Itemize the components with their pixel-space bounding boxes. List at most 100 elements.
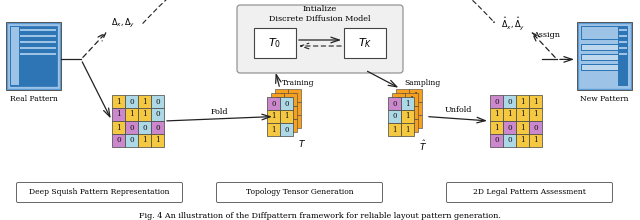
Bar [138,95,151,108]
Text: 0: 0 [396,95,401,103]
Text: 1: 1 [520,110,525,119]
Bar [138,121,151,134]
Bar [275,89,288,102]
Bar [392,106,405,119]
Text: 1: 1 [413,92,418,99]
Text: 1: 1 [155,136,160,145]
Text: 1: 1 [507,110,512,119]
Bar [125,95,138,108]
Bar [490,121,503,134]
Bar [254,28,296,58]
Bar [581,54,618,61]
Bar [288,115,301,128]
FancyBboxPatch shape [216,183,383,202]
Bar [388,110,401,123]
Text: 1: 1 [129,110,134,119]
Text: 2D Legal Pattern Assessment: 2D Legal Pattern Assessment [473,189,586,196]
Bar [151,95,164,108]
Bar [529,134,542,147]
Bar [582,65,618,70]
Bar [288,102,301,115]
Bar [125,121,138,134]
Text: 1: 1 [413,117,418,125]
Bar [151,134,164,147]
Text: Assign: Assign [534,31,561,39]
Bar [125,108,138,121]
Bar [11,53,56,55]
Bar [409,89,422,102]
Bar [409,102,422,115]
Text: 1: 1 [520,97,525,106]
Text: 1: 1 [279,104,284,112]
Bar [581,64,618,71]
Text: 0: 0 [275,95,280,103]
Bar [392,93,405,106]
Text: 1: 1 [275,121,280,130]
Bar [6,22,61,90]
Text: 0: 0 [507,123,512,132]
Text: $\Delta_x, \Delta_y$: $\Delta_x, \Delta_y$ [111,17,135,30]
Text: 0: 0 [155,123,160,132]
Bar [8,24,59,88]
Text: 0: 0 [142,123,147,132]
Bar [529,95,542,108]
Bar [280,97,293,110]
Bar [503,108,516,121]
Bar [388,97,401,110]
Bar [619,41,627,44]
Text: 1: 1 [405,125,410,134]
Bar [503,121,516,134]
Bar [267,123,280,136]
Text: 0: 0 [279,92,284,99]
Text: 1: 1 [400,117,404,125]
Text: 1: 1 [142,110,147,119]
Bar [11,47,56,50]
Text: 1: 1 [271,112,276,121]
Text: 0: 0 [288,95,292,103]
Text: 1: 1 [533,97,538,106]
Bar [529,121,542,134]
Bar [619,47,627,50]
Text: 0: 0 [292,117,297,125]
Bar [401,123,414,136]
Bar [10,26,20,86]
Bar [396,115,409,128]
Bar [529,108,542,121]
Text: Fold: Fold [211,108,228,116]
Text: 1: 1 [405,112,410,121]
Bar [409,115,422,128]
Bar [577,22,632,90]
Text: 1: 1 [409,108,413,117]
Bar [151,108,164,121]
Text: 0: 0 [392,99,397,108]
Text: 1: 1 [271,125,276,134]
Text: 1: 1 [494,110,499,119]
Bar [619,29,627,31]
Text: $T_K$: $T_K$ [358,36,372,50]
Bar [581,26,618,40]
Bar [344,28,386,58]
Text: 1: 1 [520,136,525,145]
Text: 1: 1 [288,108,292,117]
Bar [401,97,414,110]
Bar [516,121,529,134]
FancyArrowPatch shape [143,0,494,23]
Bar [11,35,56,37]
Bar [396,89,409,102]
Text: 1: 1 [279,117,284,125]
Text: 1: 1 [405,99,410,108]
Bar [405,119,418,132]
Bar [516,95,529,108]
Text: Topology Tensor Generation: Topology Tensor Generation [246,189,353,196]
FancyBboxPatch shape [447,183,612,202]
Bar [619,53,627,55]
Bar [271,106,284,119]
Bar [401,110,414,123]
Text: 0: 0 [129,136,134,145]
Text: 1: 1 [292,104,297,112]
Bar [112,108,125,121]
Bar [275,115,288,128]
Bar [490,134,503,147]
Bar [10,26,57,86]
Bar [284,106,297,119]
